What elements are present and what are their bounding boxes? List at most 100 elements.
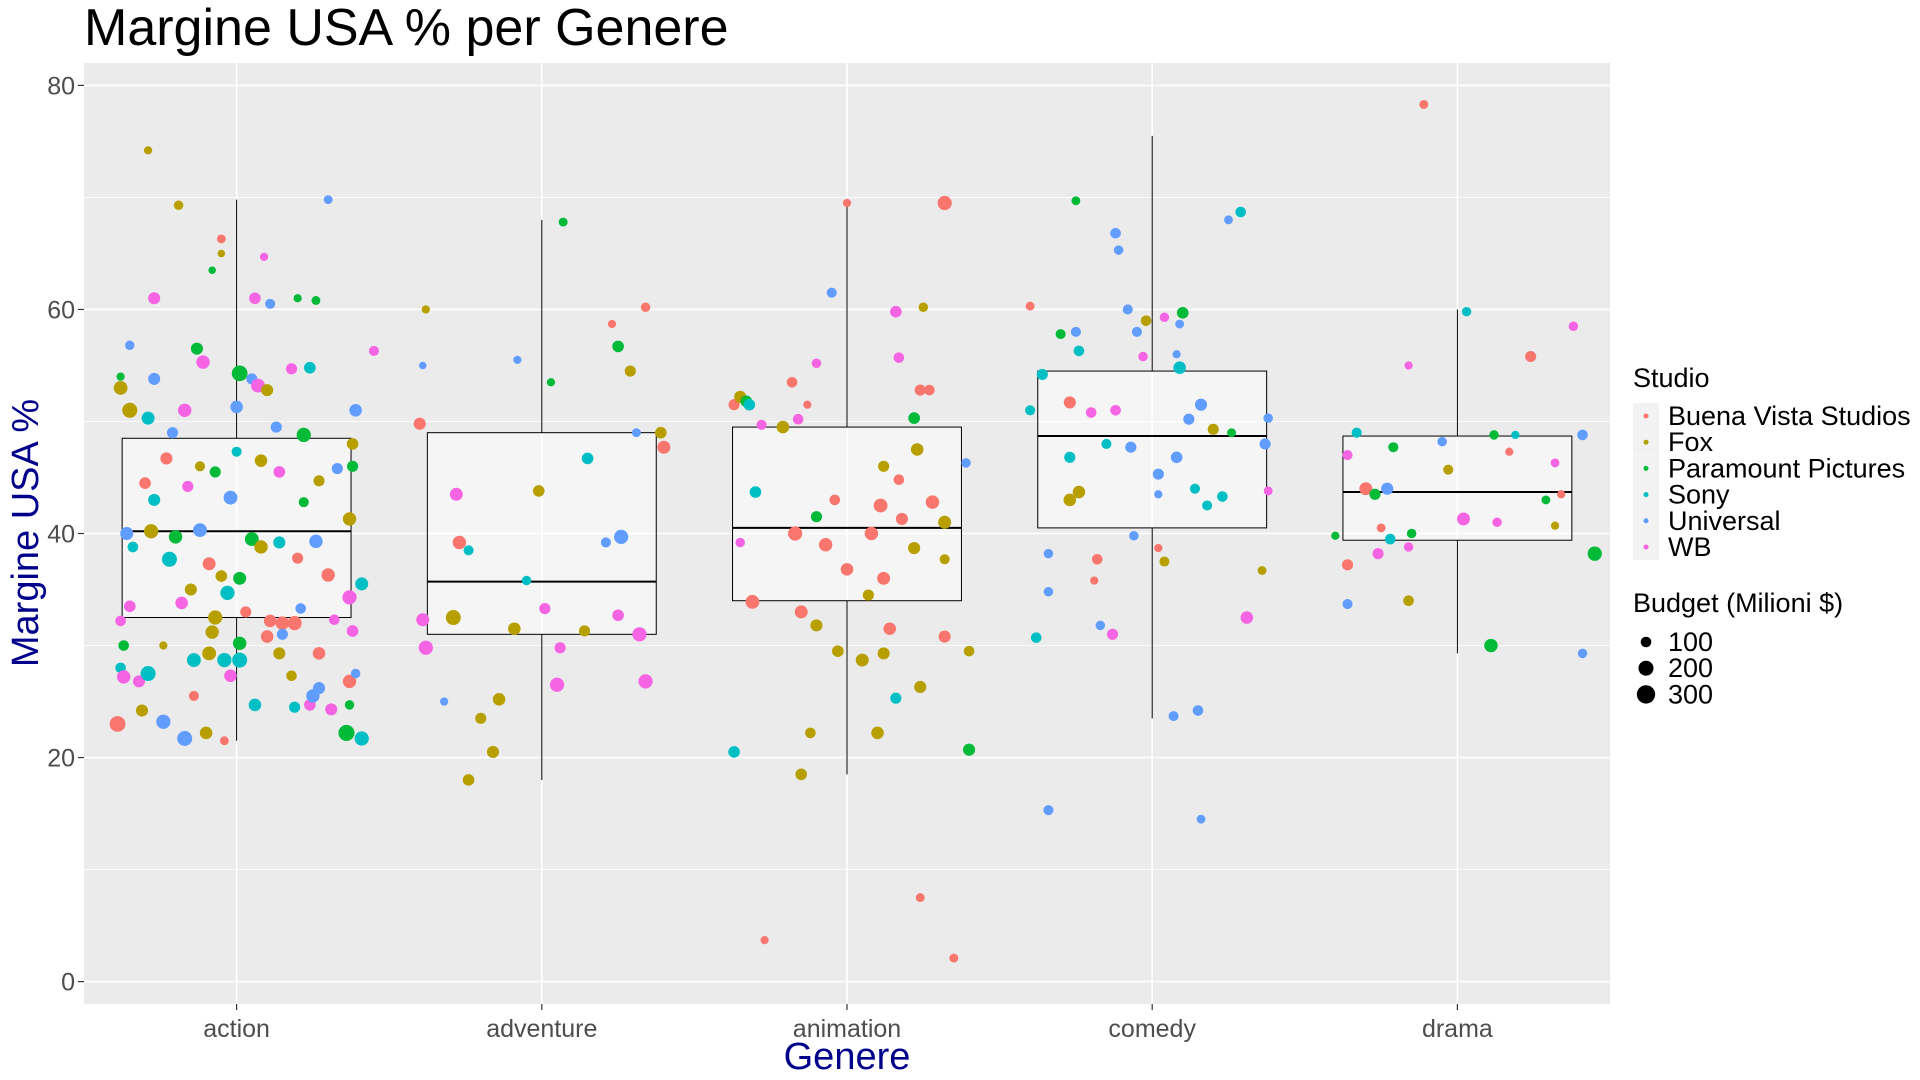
data-point (1568, 321, 1579, 331)
data-point (313, 475, 325, 487)
data-point (1071, 196, 1081, 206)
data-point (160, 452, 173, 465)
data-point (961, 458, 971, 468)
data-point (116, 670, 131, 684)
legend-key-studio (1643, 518, 1649, 524)
data-point (293, 294, 302, 303)
legend-title-budget: Budget (Milioni $) (1633, 588, 1843, 618)
box-drama (1342, 435, 1573, 541)
data-point (938, 630, 951, 643)
data-point (232, 652, 248, 668)
data-point (240, 606, 252, 618)
data-point (156, 714, 171, 729)
data-point (1043, 587, 1054, 597)
data-point (231, 446, 242, 457)
data-point (190, 342, 203, 355)
data-point (788, 526, 803, 541)
data-point (918, 302, 929, 312)
data-point (1095, 620, 1106, 631)
data-point (116, 372, 125, 381)
data-point (254, 540, 268, 554)
legend-key-studio (1643, 439, 1649, 445)
data-point (1359, 482, 1373, 496)
data-point (1140, 315, 1152, 326)
data-point (655, 426, 667, 439)
data-point (877, 647, 890, 660)
data-point (963, 645, 975, 657)
data-point (842, 198, 852, 208)
data-point (132, 675, 145, 688)
data-point (939, 554, 950, 565)
data-point (193, 523, 207, 538)
data-point (1489, 430, 1499, 440)
data-point (632, 627, 647, 642)
data-point (109, 716, 126, 732)
data-point (350, 668, 361, 679)
data-point (728, 746, 740, 758)
data-point (1168, 711, 1179, 722)
data-point (1541, 495, 1551, 505)
data-point (640, 302, 651, 312)
legend-key-studio (1643, 492, 1649, 498)
data-point (486, 745, 500, 758)
y-tick-label: 0 (61, 969, 75, 997)
data-point (182, 480, 194, 493)
data-point (949, 953, 959, 963)
data-point (418, 640, 433, 655)
data-point (1525, 350, 1537, 363)
x-tick-label: drama (1422, 1015, 1493, 1043)
data-point (261, 384, 274, 397)
data-point (120, 527, 134, 540)
data-point (549, 677, 565, 692)
data-point (285, 363, 298, 375)
data-point (871, 726, 884, 740)
data-point (1403, 595, 1414, 607)
data-point (1202, 500, 1213, 511)
x-tick-label: action (203, 1015, 270, 1043)
data-point (328, 614, 340, 626)
data-point (914, 384, 926, 396)
data-point (578, 625, 591, 637)
data-point (607, 319, 617, 329)
data-point (140, 666, 156, 682)
data-point (122, 402, 138, 418)
data-point (1159, 556, 1170, 567)
data-point (554, 642, 566, 654)
data-point (159, 641, 168, 650)
data-point (1550, 458, 1560, 468)
data-point (354, 731, 369, 746)
data-point (893, 352, 905, 363)
data-point (1257, 566, 1267, 575)
data-point (118, 640, 129, 651)
data-point (810, 511, 823, 523)
data-point (323, 195, 333, 205)
data-point (749, 486, 762, 498)
data-point (1419, 100, 1429, 109)
data-point (1443, 464, 1454, 475)
data-point (219, 736, 229, 746)
data-point (776, 420, 790, 434)
data-point (188, 690, 199, 701)
data-point (342, 590, 357, 605)
data-point (1159, 312, 1170, 323)
data-point (208, 266, 216, 274)
data-point (148, 493, 161, 506)
data-point (1101, 438, 1112, 449)
data-point (1043, 805, 1054, 816)
x-tick-label: adventure (486, 1015, 597, 1043)
data-point (216, 234, 226, 244)
data-point (123, 600, 136, 613)
data-point (1070, 326, 1081, 337)
legend-label-studio: Paramount Pictures (1668, 453, 1905, 483)
data-point (1176, 307, 1189, 319)
data-point (1129, 530, 1139, 541)
data-point (612, 340, 624, 353)
data-point (231, 365, 248, 382)
data-point (1138, 351, 1148, 362)
data-point (546, 378, 556, 387)
data-point (177, 731, 193, 747)
data-point (440, 697, 449, 706)
data-point (1189, 483, 1200, 494)
data-point (539, 602, 551, 615)
data-point (1369, 488, 1381, 500)
